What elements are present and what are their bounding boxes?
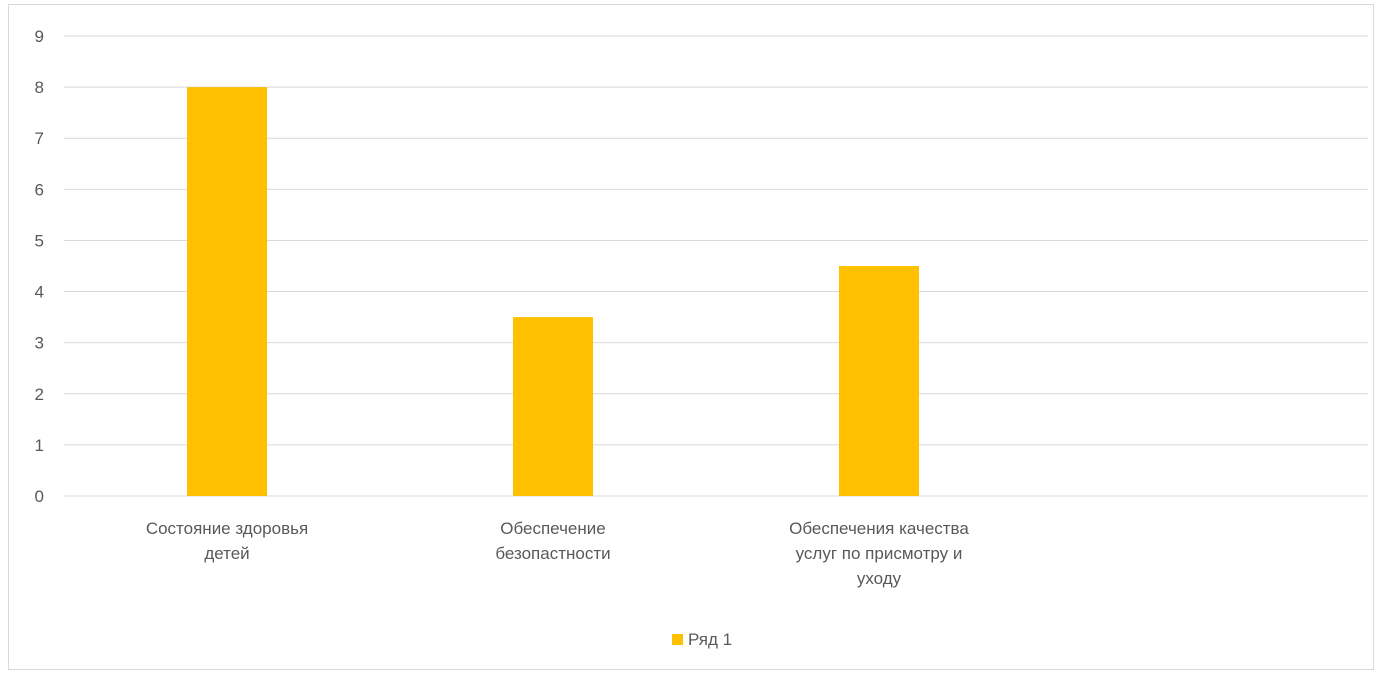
- y-tick-label: 9: [35, 27, 44, 46]
- x-category-label: уходу: [857, 569, 902, 588]
- bar: [513, 317, 593, 496]
- y-tick-label: 1: [35, 436, 44, 455]
- y-tick-label: 6: [35, 180, 44, 199]
- y-tick-label: 8: [35, 78, 44, 97]
- y-tick-label: 2: [35, 385, 44, 404]
- bar: [187, 87, 267, 496]
- x-category-label: Обеспечение: [500, 519, 605, 538]
- y-tick-label: 7: [35, 129, 44, 148]
- x-category-label: детей: [204, 544, 249, 563]
- x-category-label: Обеспечения качества: [789, 519, 969, 538]
- x-category-label: Состояние здоровья: [146, 519, 308, 538]
- bar: [839, 266, 919, 496]
- x-category-label: услуг по присмотру и: [796, 544, 963, 563]
- legend-label: Ряд 1: [688, 630, 732, 649]
- legend-swatch: [672, 634, 683, 645]
- y-tick-label: 0: [35, 487, 44, 506]
- y-tick-label: 5: [35, 231, 44, 250]
- x-category-label: безопастности: [495, 544, 610, 563]
- y-tick-label: 3: [35, 334, 44, 353]
- y-tick-label: 4: [35, 283, 44, 302]
